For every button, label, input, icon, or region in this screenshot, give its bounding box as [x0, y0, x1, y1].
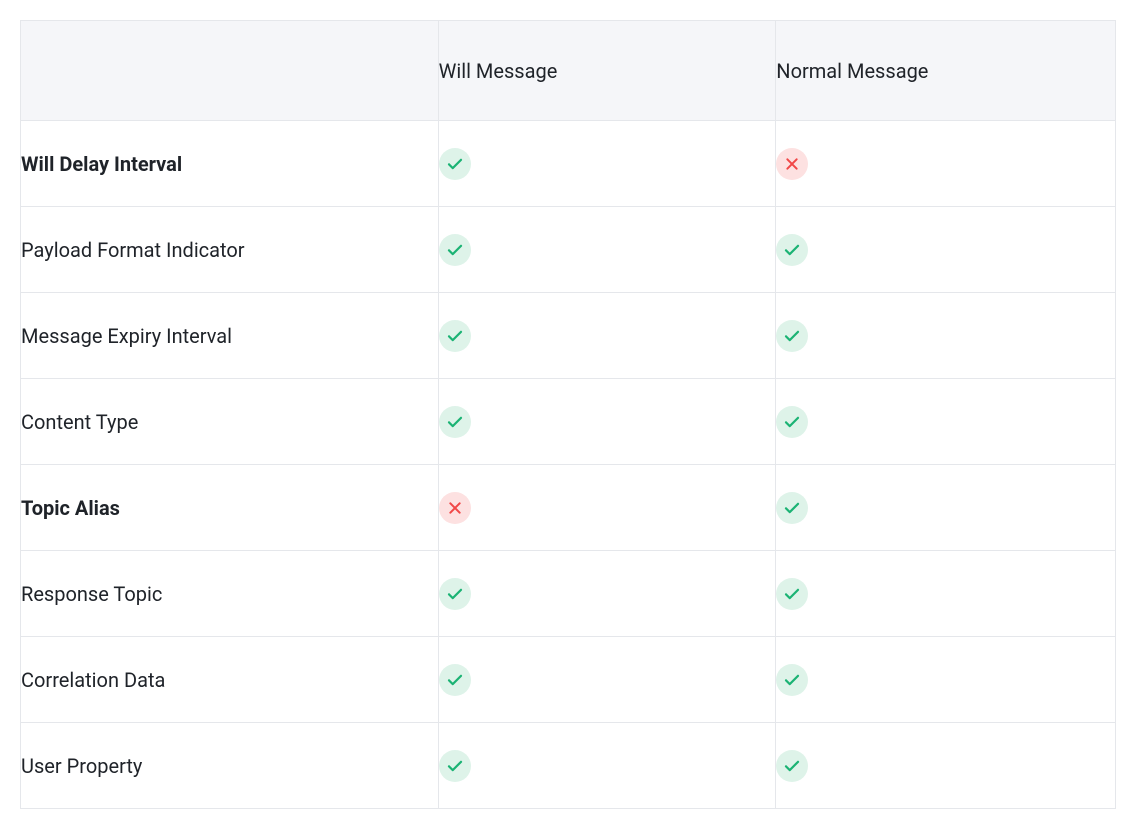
header-will-message: Will Message: [438, 21, 776, 121]
cell-will: [438, 293, 776, 379]
row-label: Topic Alias: [21, 465, 439, 551]
row-label: Response Topic: [21, 551, 439, 637]
row-label: Message Expiry Interval: [21, 293, 439, 379]
check-icon: [439, 234, 471, 266]
cross-icon: [776, 148, 808, 180]
cross-icon: [439, 492, 471, 524]
table-row: Response Topic: [21, 551, 1116, 637]
check-icon: [439, 750, 471, 782]
check-icon: [776, 578, 808, 610]
table-row: Content Type: [21, 379, 1116, 465]
cell-normal: [776, 637, 1116, 723]
check-icon: [439, 148, 471, 180]
table-row: Payload Format Indicator: [21, 207, 1116, 293]
cell-normal: [776, 207, 1116, 293]
row-label: Payload Format Indicator: [21, 207, 439, 293]
cell-normal: [776, 121, 1116, 207]
check-icon: [776, 234, 808, 266]
table-row: Message Expiry Interval: [21, 293, 1116, 379]
cell-normal: [776, 465, 1116, 551]
check-icon: [776, 664, 808, 696]
row-label: Correlation Data: [21, 637, 439, 723]
check-icon: [776, 492, 808, 524]
cell-normal: [776, 379, 1116, 465]
check-icon: [776, 406, 808, 438]
table-body: Will Delay Interval Payload Format Indic…: [21, 121, 1116, 809]
table-row: Topic Alias: [21, 465, 1116, 551]
check-icon: [776, 320, 808, 352]
check-icon: [439, 578, 471, 610]
table-row: Correlation Data: [21, 637, 1116, 723]
row-label: Will Delay Interval: [21, 121, 439, 207]
cell-will: [438, 637, 776, 723]
row-label: Content Type: [21, 379, 439, 465]
check-icon: [776, 750, 808, 782]
header-normal-message: Normal Message: [776, 21, 1116, 121]
comparison-table: Will Message Normal Message Will Delay I…: [20, 20, 1116, 809]
check-icon: [439, 320, 471, 352]
table-row: Will Delay Interval: [21, 121, 1116, 207]
cell-will: [438, 379, 776, 465]
header-empty: [21, 21, 439, 121]
cell-normal: [776, 551, 1116, 637]
cell-will: [438, 465, 776, 551]
cell-will: [438, 551, 776, 637]
check-icon: [439, 664, 471, 696]
cell-will: [438, 207, 776, 293]
cell-normal: [776, 293, 1116, 379]
cell-will: [438, 121, 776, 207]
check-icon: [439, 406, 471, 438]
